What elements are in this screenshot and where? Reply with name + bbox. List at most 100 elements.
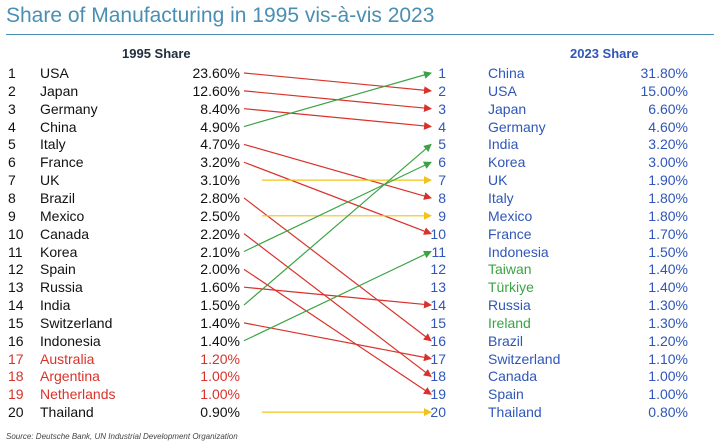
right-country: India — [488, 136, 519, 153]
left-share: 2.20% — [200, 225, 240, 242]
left-country: Netherlands — [40, 386, 116, 403]
right-country: Türkiye — [488, 279, 534, 296]
right-country: Germany — [488, 118, 546, 135]
left-rank: 14 — [8, 297, 24, 314]
right-share: 6.60% — [648, 100, 688, 117]
right-country: Japan — [488, 100, 527, 117]
right-rank: 2 — [438, 82, 446, 99]
left-share: 1.20% — [200, 350, 240, 367]
right-rank: 16 — [430, 332, 446, 349]
left-share: 8.40% — [200, 100, 240, 117]
right-rank: 7 — [438, 172, 446, 189]
left-rank: 6 — [8, 154, 16, 171]
left-rank: 1 — [8, 65, 16, 81]
right-share: 4.60% — [648, 118, 688, 135]
left-rank: 20 — [8, 404, 24, 421]
left-country: Japan — [40, 82, 79, 99]
right-share: 1.80% — [648, 189, 688, 206]
rank-arrow-usa — [243, 72, 432, 95]
rank-arrow-france — [243, 161, 432, 235]
rank-arrow-korea — [243, 161, 432, 253]
right-country: Switzerland — [488, 350, 561, 367]
left-share: 3.10% — [200, 172, 240, 189]
left-share: 1.00% — [200, 368, 240, 385]
left-rank: 10 — [8, 225, 24, 242]
right-share: 1.00% — [648, 368, 688, 385]
right-rank: 9 — [438, 207, 446, 224]
rank-arrow-indonesia — [243, 250, 432, 342]
left-country: Australia — [40, 350, 95, 367]
right-share: 1.70% — [648, 225, 688, 242]
left-share: 4.70% — [200, 136, 240, 153]
right-rank: 12 — [430, 261, 446, 278]
right-rank: 13 — [430, 279, 446, 296]
left-rank: 11 — [8, 243, 23, 260]
left-rank: 3 — [8, 100, 16, 117]
left-share: 3.20% — [200, 154, 240, 171]
right-rank: 8 — [438, 189, 446, 206]
rank-arrow-switzerland — [243, 322, 432, 362]
right-share: 1.50% — [648, 243, 688, 260]
rank-arrow-canada — [243, 233, 432, 378]
left-country: France — [40, 154, 84, 171]
right-share: 0.80% — [648, 404, 688, 421]
right-share: 1.30% — [648, 314, 688, 331]
left-country: Switzerland — [40, 314, 113, 331]
right-share: 1.40% — [648, 261, 688, 278]
left-country: Italy — [40, 136, 66, 153]
right-rank: 15 — [430, 314, 446, 331]
left-share: 2.10% — [200, 243, 240, 260]
right-share: 1.20% — [648, 332, 688, 349]
left-country: Spain — [40, 261, 76, 278]
rank-arrow-spain — [243, 268, 432, 395]
right-country: Taiwan — [488, 261, 532, 278]
left-column-header: 1995 Share — [122, 46, 191, 61]
left-share: 1.40% — [200, 314, 240, 331]
chart-title: Share of Manufacturing in 1995 vis-à-vis… — [6, 4, 435, 27]
right-rank: 10 — [430, 225, 446, 242]
right-share: 1.40% — [648, 279, 688, 296]
left-country: China — [40, 118, 77, 135]
rank-arrow-china — [243, 71, 432, 128]
left-country: USA — [40, 65, 69, 81]
right-country: UK — [488, 172, 508, 189]
right-share: 1.00% — [648, 386, 688, 403]
right-share: 3.00% — [648, 154, 688, 171]
left-country: Germany — [40, 100, 98, 117]
rank-arrow-germany — [243, 108, 432, 130]
left-share: 0.90% — [200, 404, 240, 421]
left-country: Thailand — [40, 404, 94, 421]
left-rank: 5 — [8, 136, 16, 153]
right-country: France — [488, 225, 532, 242]
left-share: 4.90% — [200, 118, 240, 135]
left-country: India — [40, 297, 71, 314]
right-column-header: 2023 Share — [570, 46, 639, 61]
right-country: Spain — [488, 386, 524, 403]
left-rank: 2 — [8, 82, 16, 99]
left-country: Russia — [40, 279, 83, 296]
left-share: 23.60% — [192, 65, 240, 81]
right-country: USA — [488, 82, 517, 99]
right-country: Indonesia — [488, 243, 549, 260]
left-rank: 9 — [8, 207, 16, 224]
left-share: 1.50% — [200, 297, 240, 314]
left-rank: 18 — [8, 368, 24, 385]
right-country: Canada — [488, 368, 538, 385]
left-share: 1.00% — [200, 386, 240, 403]
right-share: 1.80% — [648, 207, 688, 224]
right-share: 31.80% — [640, 65, 688, 81]
right-rank: 20 — [430, 404, 446, 421]
title-rule — [6, 34, 714, 35]
left-share: 12.60% — [192, 82, 240, 99]
right-country: China — [488, 65, 525, 81]
right-rank: 4 — [438, 118, 446, 135]
left-rank: 17 — [8, 350, 24, 367]
right-rank: 19 — [430, 386, 446, 403]
left-rank: 7 — [8, 172, 16, 189]
left-country: Canada — [40, 225, 90, 242]
right-share: 1.90% — [648, 172, 688, 189]
right-share: 15.00% — [640, 82, 688, 99]
rank-arrow-brazil — [243, 197, 432, 342]
right-rank: 5 — [438, 136, 446, 153]
